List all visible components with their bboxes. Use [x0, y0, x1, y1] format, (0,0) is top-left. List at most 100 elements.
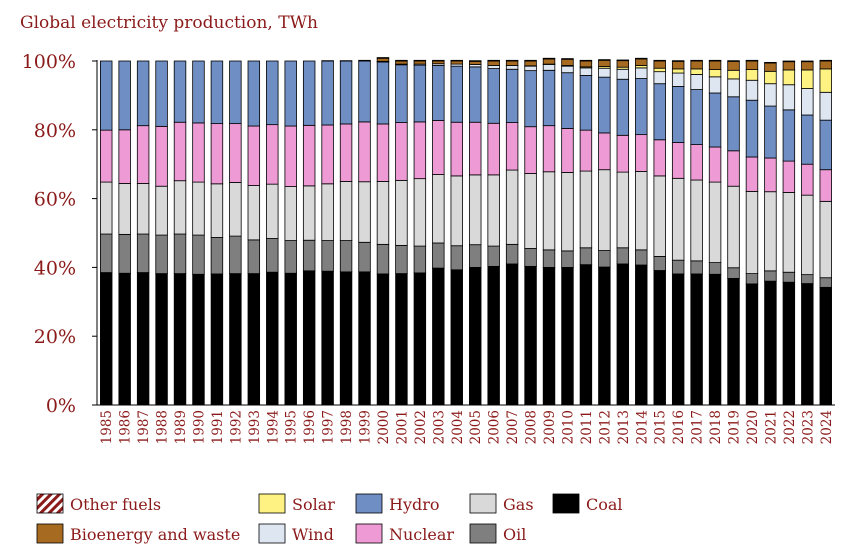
segment-other-fuels-2006	[487, 59, 500, 62]
x-tick-label: 2022	[782, 410, 798, 444]
segment-solar-2018	[708, 69, 722, 78]
legend-item-nuclear: Nuclear	[355, 523, 454, 544]
segment-oil-2014	[635, 249, 648, 266]
segment-hydro-2020	[745, 99, 759, 158]
segment-nuclear-2014	[635, 134, 648, 172]
segment-hydro-2002	[413, 64, 427, 123]
segment-bioenergy-and-waste-2013	[616, 60, 630, 68]
segment-wind-2008	[524, 65, 537, 72]
legend-label: Bioenergy and waste	[70, 525, 240, 544]
segment-other-fuels-2000	[376, 57, 390, 59]
x-tick-label: 2017	[690, 410, 706, 444]
segment-hydro-2021	[764, 105, 777, 159]
segment-oil-2012	[598, 250, 611, 268]
segment-gas-2004	[450, 175, 463, 247]
segment-nuclear-2006	[487, 122, 500, 176]
segment-wind-1999	[358, 59, 371, 62]
legend-swatch	[36, 493, 64, 514]
legend-item-oil: Oil	[469, 523, 526, 544]
x-tick-label: 1997	[321, 410, 337, 444]
segment-nuclear-2004	[450, 121, 463, 177]
legend-label: Gas	[503, 495, 534, 514]
segment-hydro-2000	[376, 61, 390, 125]
segment-solar-2017	[690, 68, 703, 75]
segment-solar-2024	[819, 68, 832, 93]
segment-gas-2011	[579, 170, 593, 249]
segment-coal-2000	[376, 273, 390, 406]
x-tick-label: 1989	[173, 410, 189, 444]
segment-other-fuels-2019	[727, 60, 740, 62]
x-tick-label: 2014	[634, 410, 650, 444]
x-tick-label: 2010	[560, 410, 576, 444]
segment-coal-1995	[284, 272, 297, 406]
legend-item-coal: Coal	[552, 493, 623, 514]
legend-label: Wind	[292, 525, 334, 544]
segment-other-fuels-2013	[616, 59, 630, 62]
segment-oil-2002	[413, 245, 427, 274]
segment-wind-2018	[708, 76, 722, 94]
segment-nuclear-2015	[653, 139, 666, 177]
x-tick-label: 2003	[431, 410, 447, 444]
segment-gas-2019	[727, 185, 740, 269]
segment-bioenergy-and-waste-2003	[432, 60, 445, 65]
bar-2017	[690, 59, 703, 406]
bar-1994	[266, 60, 279, 406]
segment-nuclear-1994	[266, 124, 279, 185]
segment-gas-2007	[505, 169, 519, 245]
segment-hydro-1986	[118, 60, 131, 131]
segment-oil-1995	[284, 240, 297, 274]
segment-coal-1986	[118, 272, 131, 406]
segment-nuclear-1986	[118, 129, 131, 184]
segment-gas-1986	[118, 183, 131, 235]
segment-oil-2023	[801, 274, 814, 284]
bar-1992	[229, 60, 242, 406]
bar-1995	[284, 60, 297, 406]
segment-coal-2016	[671, 273, 685, 406]
x-tick-label: 1988	[155, 410, 171, 444]
segment-other-fuels-2017	[690, 59, 703, 62]
bar-2000	[376, 57, 390, 406]
segment-coal-2012	[598, 266, 611, 406]
segment-wind-2007	[505, 65, 519, 70]
segment-solar-2020	[745, 69, 759, 81]
segment-hydro-1999	[358, 60, 371, 123]
x-tick-label: 2002	[413, 410, 429, 444]
segment-other-fuels-2014	[635, 57, 648, 60]
segment-coal-2006	[487, 265, 500, 406]
segment-nuclear-2005	[469, 121, 482, 176]
segment-hydro-1994	[266, 60, 279, 126]
segment-wind-2009	[542, 64, 556, 71]
segment-oil-2009	[542, 249, 556, 268]
segment-hydro-1987	[136, 60, 150, 127]
segment-solar-2016	[671, 68, 685, 74]
segment-nuclear-1995	[284, 125, 297, 187]
segment-nuclear-1997	[321, 124, 334, 185]
x-tick-label: 2004	[450, 410, 466, 444]
segment-hydro-2015	[653, 83, 666, 141]
bar-1986	[118, 60, 131, 406]
segment-oil-2015	[653, 255, 666, 271]
bar-1997	[321, 60, 334, 406]
legend-label: Solar	[292, 495, 335, 514]
segment-oil-1997	[321, 240, 334, 272]
segment-oil-2011	[579, 247, 593, 266]
segment-bioenergy-and-waste-2012	[598, 59, 611, 67]
segment-gas-2015	[653, 175, 666, 257]
segment-coal-1989	[173, 273, 187, 406]
segment-gas-1998	[339, 180, 353, 241]
bar-1987	[136, 60, 150, 406]
bar-2004	[450, 59, 463, 406]
segment-other-fuels-2022	[782, 60, 796, 63]
bar-2022	[782, 60, 796, 406]
segment-gas-2021	[764, 191, 777, 272]
legend-swatch	[258, 523, 286, 544]
segment-gas-2003	[432, 174, 445, 244]
legend-label: Oil	[503, 525, 526, 544]
segment-coal-1985	[100, 272, 113, 406]
segment-hydro-1985	[100, 60, 113, 131]
segment-hydro-1993	[247, 60, 261, 127]
segment-other-fuels-2012	[598, 59, 611, 61]
bar-2011	[579, 59, 593, 406]
segment-coal-1990	[192, 273, 205, 406]
